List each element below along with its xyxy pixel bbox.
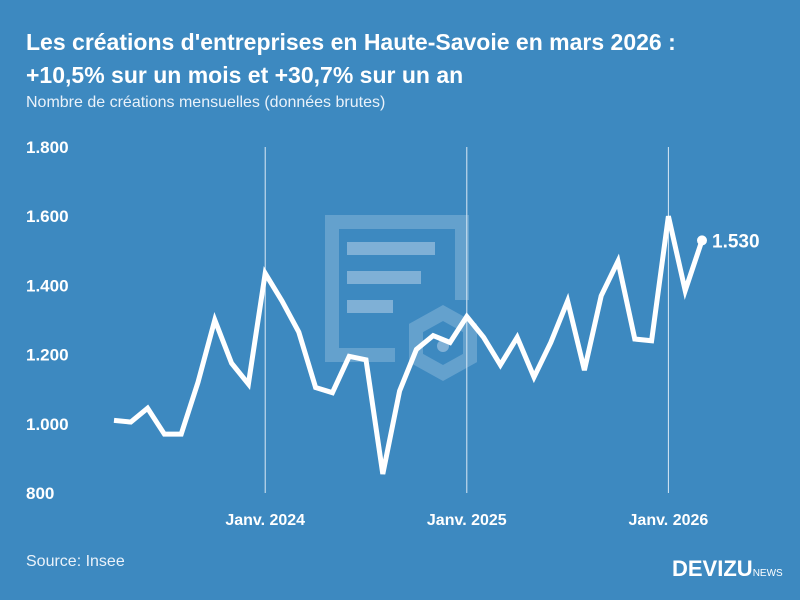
chart-title: Les créations d'entreprises en Haute-Sav… (26, 26, 786, 92)
watermark-icon (325, 215, 477, 382)
y-tick-label: 1.000 (26, 415, 69, 434)
devizu-logo: DEVIZUNEWS (672, 556, 783, 581)
x-tick-label: Janv. 2025 (427, 512, 507, 529)
x-tick-label: Janv. 2024 (225, 512, 305, 529)
title-line-1: Les créations d'entreprises en Haute-Sav… (26, 29, 676, 55)
data-point (697, 235, 707, 246)
chart-subtitle: Nombre de créations mensuelles (données … (26, 94, 386, 111)
title-line-2: +10,5% sur un mois et +30,7% sur un an (26, 62, 464, 88)
y-tick-label: 1.800 (26, 138, 69, 157)
y-tick-label: 1.600 (26, 207, 69, 226)
source-note: Source: Insee (26, 553, 125, 570)
y-tick-label: 1.200 (26, 346, 69, 365)
last-value-label: 1.530 (712, 231, 760, 252)
series-line (113, 215, 705, 475)
x-tick-label: Janv. 2026 (629, 512, 709, 529)
y-tick-label: 800 (26, 484, 54, 503)
y-tick-label: 1.400 (26, 276, 69, 295)
